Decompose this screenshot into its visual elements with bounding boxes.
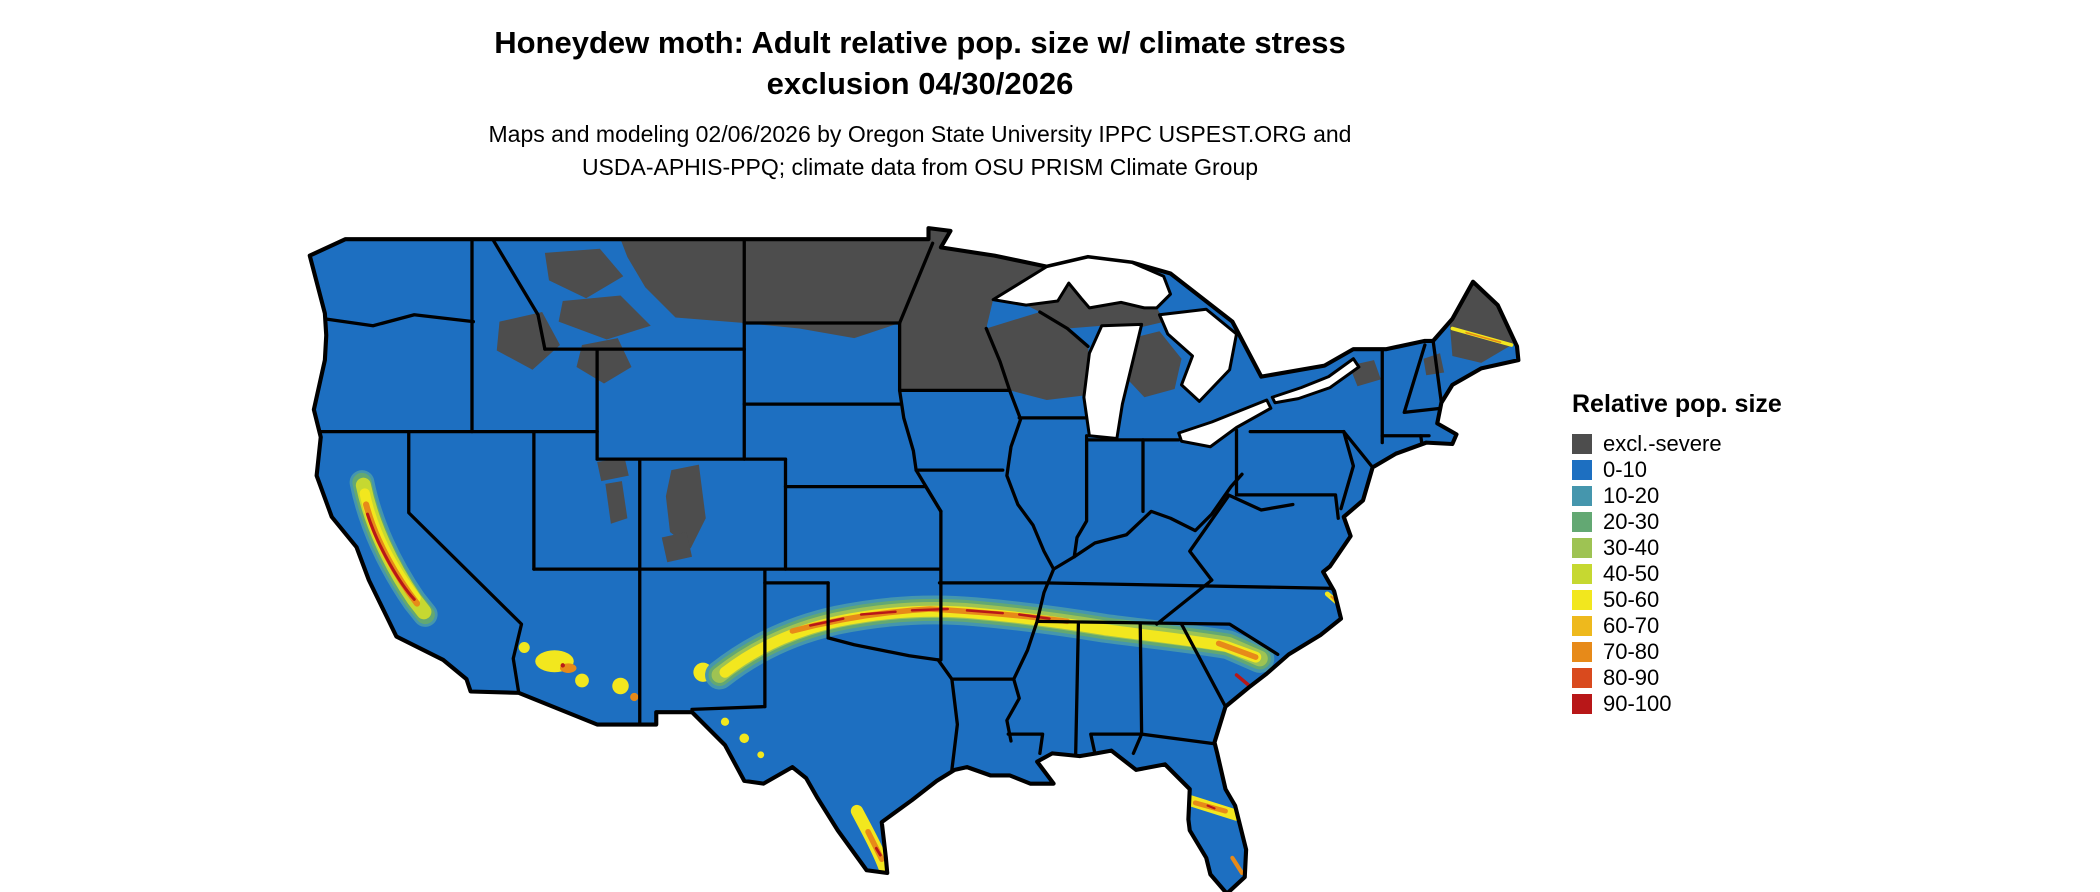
title-line-2: exclusion 04/30/2026 [766, 66, 1074, 101]
legend: Relative pop. size excl.-severe 0-10 10-… [1572, 390, 1782, 717]
population-band-california-valley [349, 470, 438, 627]
lake-ontario [1270, 357, 1361, 405]
legend-swatch [1572, 642, 1592, 662]
lake-erie [1177, 398, 1273, 449]
legend-item-label: 0-10 [1603, 457, 1648, 482]
legend-item: 10-20 [1572, 483, 1782, 509]
legend-swatch [1572, 668, 1592, 688]
exclusion-severe-region [496, 229, 1515, 563]
legend-item: 40-50 [1572, 561, 1782, 587]
legend-item-label: 40-50 [1603, 561, 1660, 586]
legend-item-label: 20-30 [1603, 509, 1660, 534]
page-title: Honeydew moth: Adult relative pop. size … [0, 22, 1840, 104]
legend-item: excl.-severe [1572, 431, 1782, 457]
great-lakes [991, 255, 1361, 449]
subtitle-line-2: USDA-APHIS-PPQ; climate data from OSU PR… [581, 154, 1259, 180]
legend-item-label: 70-80 [1603, 639, 1660, 664]
legend-swatch [1572, 694, 1592, 714]
legend-swatch [1572, 564, 1592, 584]
legend-item-label: 90-100 [1603, 691, 1672, 716]
population-band-south-texas [850, 804, 891, 874]
legend-title: Relative pop. size [1572, 390, 1782, 418]
page-subtitle: Maps and modeling 02/06/2026 by Oregon S… [0, 118, 1840, 184]
legend-item-label: 50-60 [1603, 587, 1660, 612]
legend-swatch [1572, 616, 1592, 636]
legend-item-label: 80-90 [1603, 665, 1660, 690]
legend-swatch [1572, 460, 1592, 480]
legend-item: 80-90 [1572, 665, 1782, 691]
lake-huron [1157, 307, 1239, 403]
title-line-1: Honeydew moth: Adult relative pop. size … [494, 25, 1346, 60]
legend-item: 60-70 [1572, 613, 1782, 639]
lake-michigan [1082, 322, 1144, 441]
legend-swatch [1572, 538, 1592, 558]
legend-item: 0-10 [1572, 457, 1782, 483]
state-borders [314, 237, 1444, 772]
legend-item-label: excl.-severe [1603, 431, 1722, 456]
legend-item: 50-60 [1572, 587, 1782, 613]
legend-item: 70-80 [1572, 639, 1782, 665]
legend-item: 90-100 [1572, 691, 1782, 717]
legend-item-label: 10-20 [1603, 483, 1660, 508]
population-band-southern-us [705, 595, 1275, 691]
lake-superior [991, 255, 1173, 310]
legend-item-label: 60-70 [1603, 613, 1660, 638]
us-population-map [307, 226, 1521, 892]
population-band-florida [1178, 793, 1245, 876]
legend-swatch [1572, 434, 1592, 454]
us-outline [307, 226, 1521, 892]
legend-item: 20-30 [1572, 509, 1782, 535]
legend-swatch [1572, 512, 1592, 532]
legend-swatch [1572, 590, 1592, 610]
legend-item: 30-40 [1572, 535, 1782, 561]
legend-swatch [1572, 486, 1592, 506]
subtitle-line-1: Maps and modeling 02/06/2026 by Oregon S… [488, 121, 1352, 147]
legend-item-label: 30-40 [1603, 535, 1660, 560]
